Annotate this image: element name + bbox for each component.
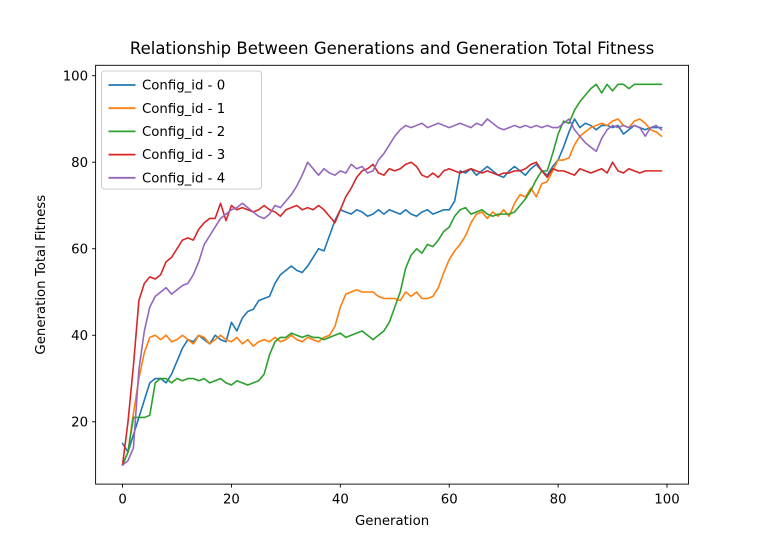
y-tick-label: 20 xyxy=(71,415,88,430)
x-axis-label: Generation xyxy=(355,514,429,529)
y-tick-label: 40 xyxy=(71,329,88,344)
x-tick-label: 40 xyxy=(332,493,349,508)
legend-label: Config_id - 2 xyxy=(142,125,225,140)
legend-item-config-4: Config_id - 4 xyxy=(108,171,225,186)
x-tick-label: 100 xyxy=(654,493,679,508)
series-line-config-1 xyxy=(121,118,663,466)
series-line-config-2 xyxy=(121,83,663,466)
legend-box xyxy=(101,70,262,190)
y-tick-label: 60 xyxy=(71,242,88,257)
legend-label: Config_id - 3 xyxy=(142,148,225,163)
chart-title: Relationship Between Generations and Gen… xyxy=(130,39,654,58)
series-line-config-4 xyxy=(121,118,663,466)
legend-item-config-0: Config_id - 0 xyxy=(108,79,225,94)
legend-item-config-2: Config_id - 2 xyxy=(108,125,225,140)
legend-label: Config_id - 4 xyxy=(142,171,225,186)
y-tick-label: 80 xyxy=(71,156,88,171)
legend-label: Config_id - 0 xyxy=(142,79,225,94)
y-axis-label: Generation Total Fitness xyxy=(34,195,49,355)
x-tick-label: 0 xyxy=(118,493,126,508)
series-line-config-3 xyxy=(121,161,663,466)
x-tick-label: 60 xyxy=(441,493,458,508)
legend-label: Config_id - 1 xyxy=(142,102,225,117)
legend-item-config-1: Config_id - 1 xyxy=(108,102,225,117)
y-tick-label: 100 xyxy=(63,69,88,84)
legend-item-config-3: Config_id - 3 xyxy=(108,148,225,163)
x-tick-label: 20 xyxy=(223,493,240,508)
x-tick-label: 80 xyxy=(550,493,567,508)
legend: Config_id - 0 Config_id - 1 Config_id - 2 C… xyxy=(101,70,262,190)
